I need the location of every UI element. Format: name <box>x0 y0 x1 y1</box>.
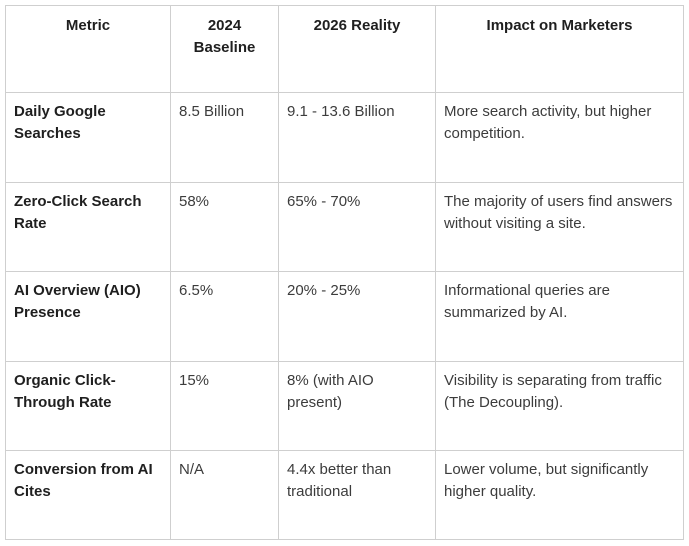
cell-2024-baseline: N/A <box>170 450 279 540</box>
cell-2024-baseline: 15% <box>170 360 279 452</box>
header-impact-on-marketers: Impact on Marketers <box>435 5 684 93</box>
header-2024-baseline: 2024 Baseline <box>170 5 279 93</box>
cell-2024-baseline: 8.5 Billion <box>170 92 279 183</box>
cell-metric: Zero-Click Search Rate <box>5 181 171 273</box>
table-row: Zero-Click Search Rate 58% 65% - 70% The… <box>5 181 684 273</box>
table-row: AI Overview (AIO) Presence 6.5% 20% - 25… <box>5 271 684 362</box>
cell-2026-reality: 4.4x better than traditional <box>278 450 436 540</box>
table-row: Organic Click-Through Rate 15% 8% (with … <box>5 360 684 452</box>
cell-metric: Daily Google Searches <box>5 92 171 183</box>
header-metric: Metric <box>5 5 171 93</box>
table-row: Daily Google Searches 8.5 Billion 9.1 - … <box>5 92 684 183</box>
table-row: Conversion from AI Cites N/A 4.4x better… <box>5 450 684 540</box>
cell-2026-reality: 65% - 70% <box>278 181 436 273</box>
cell-2024-baseline: 6.5% <box>170 271 279 362</box>
cell-2026-reality: 8% (with AIO present) <box>278 360 436 452</box>
header-row: Metric 2024 Baseline 2026 Reality Impact… <box>5 5 684 93</box>
cell-impact: Lower volume, but significantly higher q… <box>435 450 684 540</box>
cell-impact: Informational queries are summarized by … <box>435 271 684 362</box>
cell-impact: The majority of users find answers witho… <box>435 181 684 273</box>
cell-metric: AI Overview (AIO) Presence <box>5 271 171 362</box>
cell-impact: More search activity, but higher competi… <box>435 92 684 183</box>
cell-2024-baseline: 58% <box>170 181 279 273</box>
cell-2026-reality: 20% - 25% <box>278 271 436 362</box>
cell-metric: Organic Click-Through Rate <box>5 360 171 452</box>
metrics-table: Metric 2024 Baseline 2026 Reality Impact… <box>5 5 684 540</box>
cell-impact: Visibility is separating from traffic (T… <box>435 360 684 452</box>
cell-metric: Conversion from AI Cites <box>5 450 171 540</box>
cell-2026-reality: 9.1 - 13.6 Billion <box>278 92 436 183</box>
header-2026-reality: 2026 Reality <box>278 5 436 93</box>
